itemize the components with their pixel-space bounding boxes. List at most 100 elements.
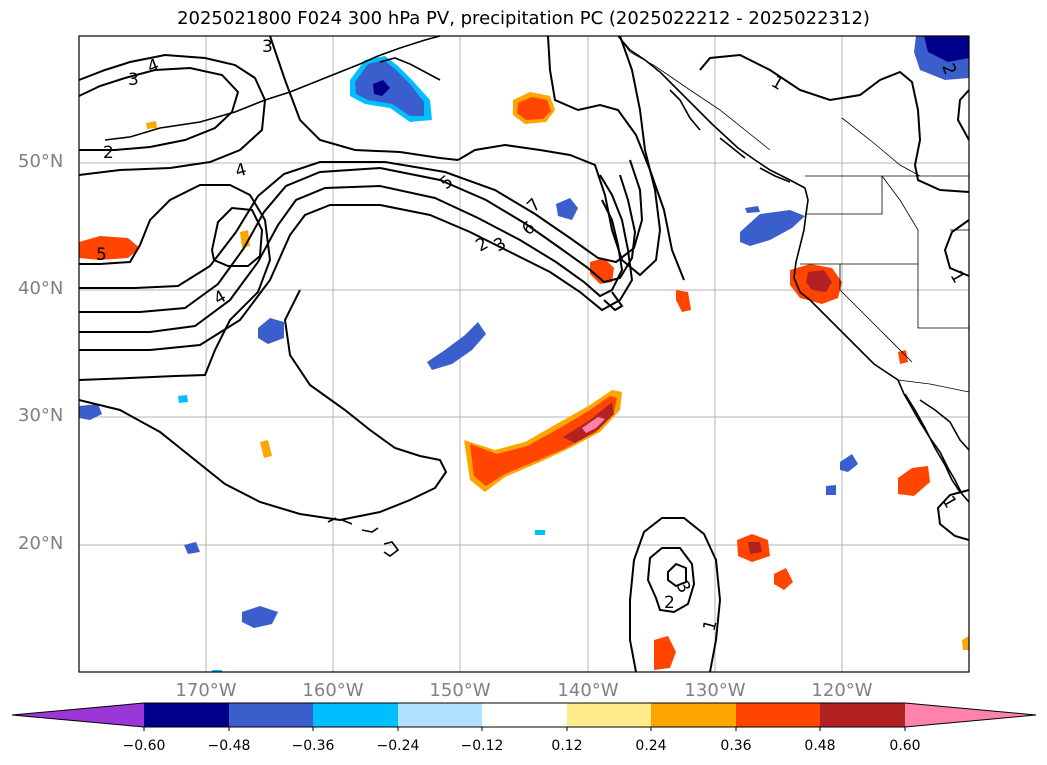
precip-negative-small-1 (242, 606, 278, 628)
precip-positive-west-edge (79, 236, 140, 260)
precip-negative-142w (556, 198, 578, 220)
colorbar-segment (567, 703, 651, 727)
coastlines (104, 35, 970, 557)
lon-label-130w: 130°W (684, 680, 746, 701)
colorbar-segment (398, 703, 482, 727)
precip-negative-gulf-alaska-core (373, 80, 390, 96)
coastline-alaska (104, 35, 441, 141)
colorbar-segment (736, 703, 820, 727)
pv-contour-south-ridge (78, 289, 448, 522)
precip-positive-band-peak (582, 417, 605, 433)
pv-contour-north-outer (547, 35, 685, 281)
pv-contour-west-2 (78, 66, 240, 151)
border-ca-nv (839, 264, 913, 363)
pv-contour-east-2 (943, 219, 970, 277)
pv-contour-south-3 (667, 562, 687, 588)
precip-negative-small-4 (826, 485, 836, 495)
lon-label-170w: 170°W (175, 680, 237, 701)
coastline-baja (897, 379, 970, 503)
pv-contour-east-3 (936, 489, 970, 541)
colorbar-extend-high (905, 703, 1036, 727)
precip-patches (79, 36, 969, 672)
colorbar-label: −0.36 (291, 738, 335, 754)
coastline-baja-west (904, 393, 961, 493)
precip-positive-band-max (563, 402, 614, 443)
coastline-alaska-south (379, 57, 441, 81)
colorbar-segment (482, 703, 567, 727)
pv-contour-6 (79, 184, 624, 333)
contour-label: 2 (103, 143, 114, 163)
map-frame (78, 35, 970, 673)
contour-label: 3 (262, 37, 273, 57)
colorbar-extend-low (12, 703, 144, 727)
contour-label: 4 (233, 160, 249, 182)
precip-negative-west-edge (79, 404, 102, 420)
precip-positive-small-5 (146, 121, 157, 129)
precip-negative-small-6 (535, 530, 545, 535)
precip-positive-41n (590, 258, 614, 284)
precip-positive-ne-pacific-core (517, 97, 551, 120)
pv-contour-5 (79, 166, 637, 313)
border-nv-ut (917, 264, 969, 329)
pv-contour-7 (79, 174, 634, 351)
precip-positive-small-2 (774, 568, 793, 590)
contour-label: 2 (664, 593, 675, 613)
precip-positive-small-6 (962, 636, 969, 650)
precip-positive-small-1-core (748, 542, 762, 554)
precip-positive-small-4 (260, 440, 272, 458)
coastline-bc-islands (669, 89, 791, 183)
precip-positive-38n (676, 290, 691, 312)
pv-contour-south-2 (646, 547, 696, 614)
colorbar-label: −0.24 (376, 738, 420, 754)
pv-contour-4b (79, 159, 644, 289)
precip-negative-small-5 (178, 395, 188, 403)
colorbar-segment (313, 703, 398, 727)
precip-negative-oregon (740, 210, 805, 246)
colorbar-segment (820, 703, 905, 727)
colorbar-label: 0.12 (551, 738, 583, 754)
map-title: 2025021800 F024 300 hPa PV, precipitatio… (177, 8, 870, 29)
pv-contour-east-1 (699, 53, 970, 193)
precip-positive-socal (898, 350, 908, 364)
pv-contour-west-4 (78, 184, 272, 381)
pv-contour-west-3 (78, 53, 267, 176)
pv-contour-loop-north (457, 35, 662, 277)
precip-positive-small-3 (654, 636, 676, 670)
precip-negative-small-3 (840, 454, 858, 472)
colorbar-label: −0.12 (460, 738, 504, 754)
precip-negative-small-2 (184, 542, 200, 554)
border-id-mt (881, 175, 919, 264)
pv-contour-inner (603, 291, 624, 312)
precip-negative-36n (427, 322, 486, 370)
precip-negative-37n-165w (258, 318, 284, 344)
coastline-us-west (793, 187, 899, 381)
lat-label-20n: 20°N (18, 533, 64, 554)
lon-label-120w: 120°W (811, 680, 873, 701)
lat-label-50n: 50°N (18, 151, 64, 172)
contour-label: 5 (96, 245, 107, 265)
contour-label: 1 (700, 618, 722, 634)
coastline-mexico-mainland (919, 399, 970, 451)
colorbar-segment (144, 703, 229, 727)
border-bc-alberta (841, 117, 921, 177)
precip-negative-ne-corner-core (924, 36, 969, 62)
colorbar-segment (651, 703, 736, 727)
pv-contour-east-loop (956, 89, 970, 141)
lat-label-40n: 40°N (18, 278, 64, 299)
colorbar (11, 702, 1037, 731)
precip-negative-oregon-2 (745, 206, 760, 213)
pv-contour-south-1 (629, 517, 722, 673)
colorbar-label: 0.60 (889, 738, 921, 754)
colorbar-segment (229, 703, 313, 727)
pv-contour-west-loop (210, 206, 264, 267)
precip-positive-band-core (470, 396, 617, 486)
colorbar-label: −0.60 (122, 738, 166, 754)
lon-label-160w: 160°W (302, 680, 364, 701)
colorbar-label: −0.48 (207, 738, 251, 754)
border-wa-or (806, 176, 883, 215)
border-alaska-canada (617, 35, 771, 151)
pv-contours (78, 35, 970, 673)
colorbar-label: 0.48 (804, 738, 836, 754)
precip-positive-baja (898, 466, 930, 496)
